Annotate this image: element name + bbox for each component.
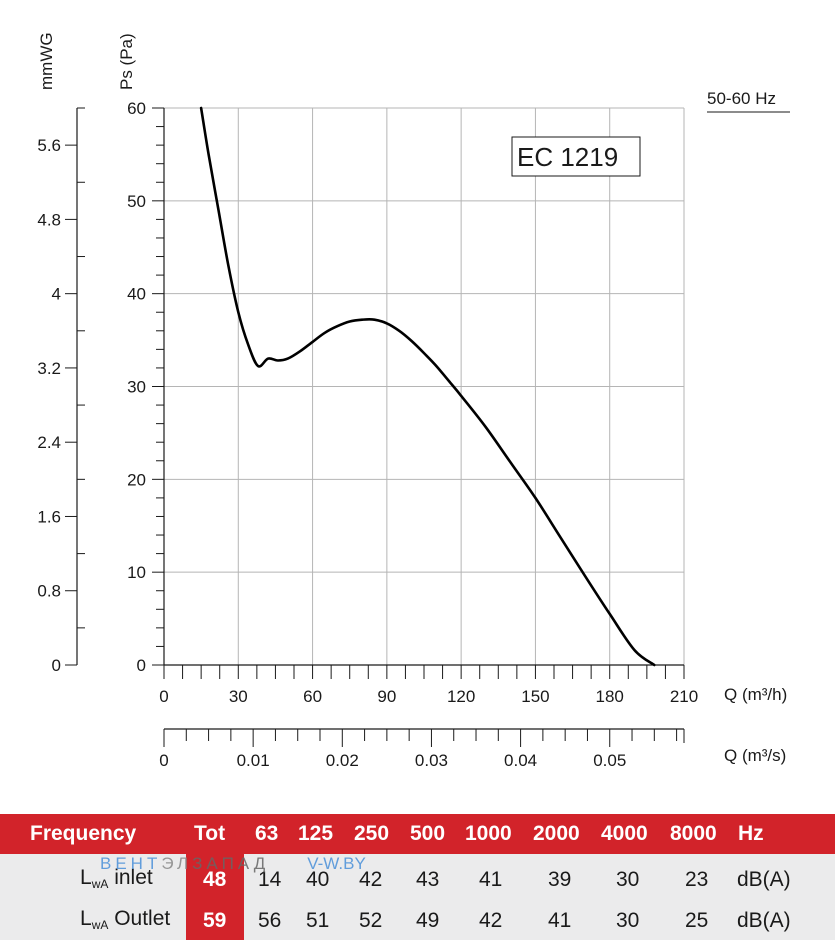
mmwg-tick-label: 2.4 bbox=[37, 433, 61, 452]
y-right-axis-title: Ps (Pa) bbox=[117, 33, 136, 90]
q-m3s-tick-label: 0.04 bbox=[504, 751, 537, 770]
q-m3h-tick-label: 210 bbox=[670, 687, 698, 706]
band-header-4000: 4000 bbox=[601, 822, 648, 845]
frequency-label: 50-60 Hz bbox=[707, 89, 776, 108]
legend-box bbox=[511, 136, 641, 177]
band-header-1000: 1000 bbox=[465, 822, 512, 845]
watermark: ВЕНТЭЛЗАПАД V-W.BY bbox=[100, 854, 366, 873]
q-m3s-tick-label: 0.03 bbox=[415, 751, 448, 770]
q-m3h-tick-label: 30 bbox=[229, 687, 248, 706]
mmwg-tick-label: 5.6 bbox=[37, 136, 61, 155]
outlet-value-8000: 25 bbox=[685, 909, 709, 932]
outlet-value-500: 49 bbox=[416, 909, 440, 932]
outlet-value-2000: 41 bbox=[548, 909, 572, 932]
inlet-value-125: 40 bbox=[306, 868, 330, 891]
band-header-63: 63 bbox=[255, 822, 279, 845]
outlet-label: LwA Outlet bbox=[80, 907, 171, 932]
legend-label: EC 1219 bbox=[517, 142, 618, 172]
mmwg-tick-label: 0 bbox=[52, 656, 61, 675]
tot-cell-inlet bbox=[186, 854, 244, 897]
outlet-value-250: 52 bbox=[359, 909, 383, 932]
unit-header: Hz bbox=[738, 822, 764, 845]
q-m3s-tick-label: 0.01 bbox=[237, 751, 270, 770]
outlet-tot-value: 59 bbox=[203, 909, 227, 932]
q-m3s-tick-label: 0.02 bbox=[326, 751, 359, 770]
sound-power-table: Frequency Tot 63 125 250 500 1000 2000 4… bbox=[0, 814, 835, 940]
fan-curve-chart: 0 10 20 30 40 50 60 0 0.8 1.6 2.4 3.2 4 4.8 5.6 0 30 60 90… bbox=[37, 32, 790, 770]
outlet-value-125: 51 bbox=[306, 909, 330, 932]
ps-tick-label: 40 bbox=[127, 285, 146, 304]
ps-tick-label: 60 bbox=[127, 99, 146, 118]
grid bbox=[164, 107, 685, 665]
inlet-value-8000: 23 bbox=[685, 868, 709, 891]
ps-tick-label: 50 bbox=[127, 192, 146, 211]
inlet-label: LwA inlet bbox=[80, 866, 153, 891]
mmwg-tick-label: 4 bbox=[52, 285, 61, 304]
q-m3h-tick-label: 90 bbox=[377, 687, 396, 706]
inlet-value-1000: 41 bbox=[479, 868, 503, 891]
tot-header: Tot bbox=[194, 822, 226, 845]
inlet-value-4000: 30 bbox=[616, 868, 640, 891]
outlet-unit: dB(A) bbox=[737, 909, 791, 932]
inlet-value-250: 42 bbox=[359, 868, 383, 891]
ps-tick-label: 10 bbox=[127, 563, 146, 582]
mmwg-tick-label: 0.8 bbox=[37, 582, 61, 601]
inlet-unit: dB(A) bbox=[737, 868, 791, 891]
outlet-value-63: 56 bbox=[258, 909, 282, 932]
ps-tick-label: 30 bbox=[127, 378, 146, 397]
q-m3h-tick-label: 120 bbox=[447, 687, 475, 706]
inlet-value-63: 14 bbox=[258, 868, 282, 891]
q-m3h-tick-label: 150 bbox=[521, 687, 549, 706]
band-header-500: 500 bbox=[410, 822, 446, 845]
mmwg-tick-label: 4.8 bbox=[37, 210, 61, 229]
ticks bbox=[65, 107, 685, 747]
band-header-250: 250 bbox=[354, 822, 390, 845]
q-m3s-tick-label: 0.05 bbox=[593, 751, 626, 770]
y-left-axis-title: mmWG bbox=[37, 32, 56, 90]
mmwg-tick-label: 3.2 bbox=[37, 359, 61, 378]
q-m3s-tick-label: 0 bbox=[159, 751, 168, 770]
inlet-value-2000: 39 bbox=[548, 868, 572, 891]
table-header-row: Frequency Tot 63 125 250 500 1000 2000 4… bbox=[0, 814, 835, 854]
table-row-outlet: LwA Outlet 59 56 51 52 49 42 41 30 25 dB… bbox=[0, 897, 835, 940]
inlet-tot-value: 48 bbox=[203, 868, 227, 891]
tick-labels: 0 10 20 30 40 50 60 0 0.8 1.6 2.4 3.2 4 4.8 5.6 0 30 60 90… bbox=[37, 99, 698, 770]
outlet-value-1000: 42 bbox=[479, 909, 503, 932]
ps-tick-label: 0 bbox=[137, 656, 146, 675]
band-header-125: 125 bbox=[298, 822, 334, 845]
band-header-2000: 2000 bbox=[533, 822, 580, 845]
ps-tick-label: 20 bbox=[127, 470, 146, 489]
mmwg-tick-label: 1.6 bbox=[37, 507, 61, 526]
x-bottom-axis-title: Q (m³/s) bbox=[724, 746, 786, 765]
tot-cell-outlet bbox=[186, 897, 244, 940]
ps-curve bbox=[199, 106, 656, 667]
x-top-axis-title: Q (m³/h) bbox=[724, 685, 787, 704]
q-m3h-tick-label: 0 bbox=[159, 687, 168, 706]
band-header-8000: 8000 bbox=[670, 822, 717, 845]
q-m3h-tick-label: 60 bbox=[303, 687, 322, 706]
frequency-header: Frequency bbox=[30, 822, 137, 845]
outlet-value-4000: 30 bbox=[616, 909, 640, 932]
table-row-inlet: LwA inlet 48 14 40 42 43 41 39 30 23 dB(… bbox=[0, 854, 835, 897]
inlet-value-500: 43 bbox=[416, 868, 440, 891]
q-m3h-tick-label: 180 bbox=[596, 687, 624, 706]
